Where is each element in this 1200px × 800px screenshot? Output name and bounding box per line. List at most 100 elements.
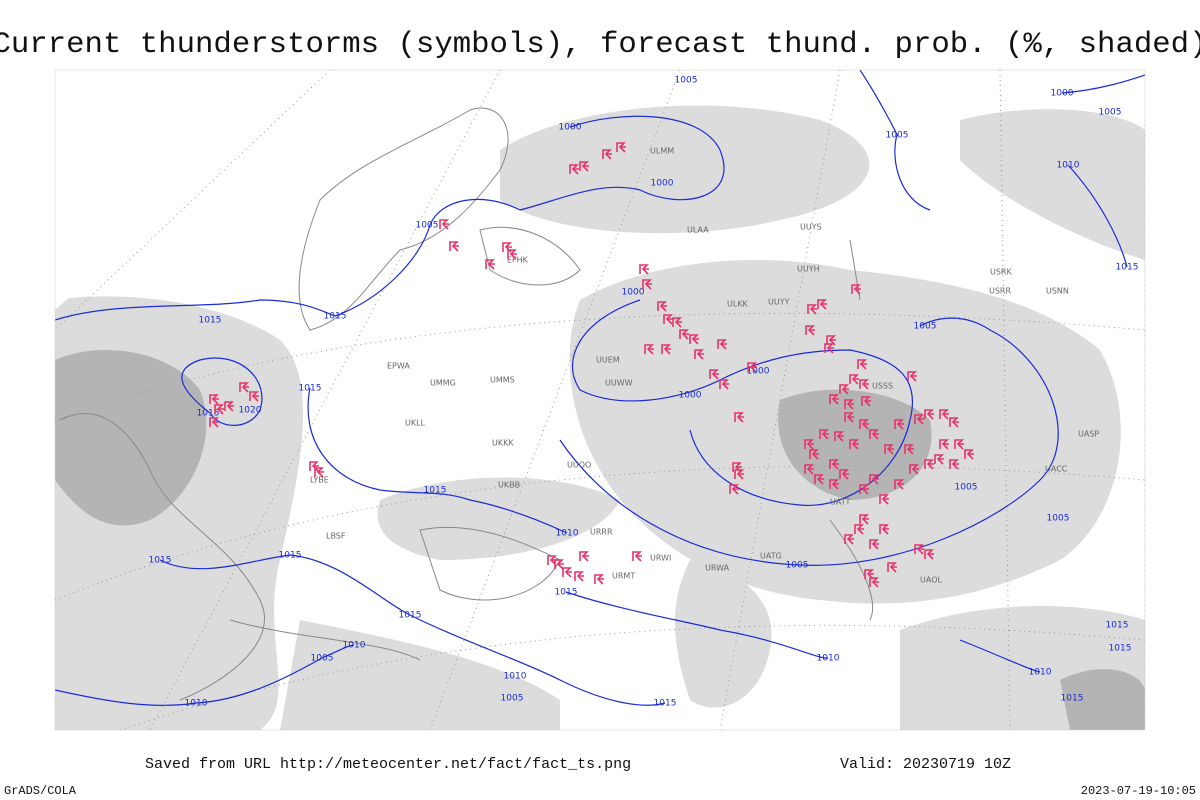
isobar-label: 1015 xyxy=(399,611,422,621)
station-label: UATG xyxy=(760,552,782,561)
thunderstorm-symbol xyxy=(672,317,682,328)
isobar-label: 1015 xyxy=(1116,263,1139,273)
thunderstorm-symbol xyxy=(924,459,934,470)
thunderstorm-symbol xyxy=(209,394,219,405)
station-label: UATT xyxy=(830,498,850,507)
station-label: UMMS xyxy=(490,376,515,385)
meridians xyxy=(55,70,1145,730)
thunderstorm-symbol xyxy=(924,409,934,420)
station-label: ULKK xyxy=(727,300,749,309)
isobar-label: 1015 xyxy=(1106,621,1129,631)
credit: GrADS/COLA xyxy=(4,784,77,798)
isobar-label: 1005 xyxy=(886,131,909,141)
coastline xyxy=(298,107,509,331)
thunderstorm-symbol xyxy=(844,399,854,410)
thunderstorm-symbol xyxy=(809,449,819,460)
thunderstorm-symbol xyxy=(964,449,974,460)
thunderstorm-symbol xyxy=(924,549,934,560)
thunderstorm-symbol xyxy=(657,301,667,312)
isobar xyxy=(159,554,666,706)
thunderstorm-symbol xyxy=(249,391,259,402)
isobar-label: 1005 xyxy=(311,654,334,664)
isobar-label: 1020 xyxy=(239,406,262,416)
station-label: USRR xyxy=(989,287,1011,296)
thunderstorm-symbol xyxy=(439,219,449,230)
thunderstorm-symbol xyxy=(844,412,854,423)
isobars xyxy=(55,70,1145,706)
thunderstorm-symbol xyxy=(879,524,889,535)
thunderstorm-symbol xyxy=(449,241,459,252)
station-label: ULAA xyxy=(687,226,709,235)
isobar xyxy=(859,70,1145,268)
station-label: UKLL xyxy=(405,419,426,428)
thunderstorm-symbol xyxy=(914,414,924,425)
thunderstorm-symbol xyxy=(734,412,744,423)
isobar-label: 1015 xyxy=(279,551,302,561)
station-label: USNN xyxy=(1046,287,1069,296)
thunderstorm-symbol xyxy=(859,379,869,390)
station-label: UUEM xyxy=(596,356,620,365)
thunderstorm-symbol xyxy=(694,349,704,360)
thunderstorm-symbol xyxy=(839,384,849,395)
isobar-label: 1015 xyxy=(555,588,578,598)
thunderstorm-symbol xyxy=(864,569,874,580)
station-label: UASP xyxy=(1078,430,1099,439)
thunderstorm-symbol xyxy=(616,142,626,153)
isobar-label: 1010 xyxy=(504,672,527,682)
isobar-label: 1015 xyxy=(324,312,347,322)
isobar-label: 1000 xyxy=(1051,89,1074,99)
shade-area xyxy=(675,560,772,708)
thunderstorm-symbol xyxy=(679,329,689,340)
map: 1005 1000 1005 1000 1005 1000 1010 1005 1015 1000… xyxy=(54,69,1146,731)
station-label: URMT xyxy=(612,572,635,581)
station-label: USRK xyxy=(990,268,1012,277)
isobar-label: 1005 xyxy=(1047,514,1070,524)
title: Current thunderstorms (symbols), forecas… xyxy=(0,28,1200,62)
thunderstorm-symbol xyxy=(887,562,897,573)
thunderstorm-symbol xyxy=(239,382,249,393)
isobar-label: 1015 xyxy=(299,384,322,394)
isobar-label: 1005 xyxy=(501,694,524,704)
thunderstorm-symbol xyxy=(894,479,904,490)
station-label: USSS xyxy=(872,382,893,391)
isobar xyxy=(55,644,355,706)
isobar-label: 1005 xyxy=(1099,108,1122,118)
isobar-label: 1000 xyxy=(622,288,645,298)
station-label: UUWW xyxy=(605,379,633,388)
thunderstorm-symbol xyxy=(869,539,879,550)
shade-area xyxy=(960,109,1145,260)
isobar-label: 1010 xyxy=(817,654,840,664)
station-label: UUYS xyxy=(800,223,822,232)
thunderstorm-symbol xyxy=(639,264,649,275)
station-label: EFHK xyxy=(507,256,529,265)
station-label: URWA xyxy=(705,564,730,573)
thunderstorm-symbol xyxy=(819,429,829,440)
isobar-label: 1010 xyxy=(1029,668,1052,678)
thunderstorm-symbol xyxy=(834,431,844,442)
isobar-label: 1005 xyxy=(914,322,937,332)
isobar-label: 1005 xyxy=(675,76,698,86)
thunderstorm-symbol xyxy=(709,369,719,380)
thunderstorm-symbol xyxy=(314,467,324,478)
thunderstorm-symbol xyxy=(579,551,589,562)
thunderstorm-symbol xyxy=(849,439,859,450)
shade-area xyxy=(55,350,207,526)
thunderstorm-symbol xyxy=(224,401,234,412)
thunderstorm-symbol xyxy=(884,444,894,455)
thunderstorm-symbols xyxy=(209,142,974,588)
thunderstorm-symbol xyxy=(804,439,814,450)
thunderstorm-symbol xyxy=(719,379,729,390)
isobar xyxy=(334,198,521,317)
coastline xyxy=(59,413,421,701)
isobar-label: 1010 xyxy=(185,699,208,709)
thunderstorm-symbol xyxy=(914,544,924,555)
isobar-label: 1015 xyxy=(199,316,222,326)
thunderstorm-symbol xyxy=(209,417,219,428)
thunderstorm-symbol xyxy=(954,439,964,450)
isobar xyxy=(307,387,568,534)
thunderstorm-symbol xyxy=(904,444,914,455)
isobar-label: 1005 xyxy=(416,221,439,231)
thunderstorm-symbol xyxy=(829,459,839,470)
station-label: UAOL xyxy=(920,576,942,585)
